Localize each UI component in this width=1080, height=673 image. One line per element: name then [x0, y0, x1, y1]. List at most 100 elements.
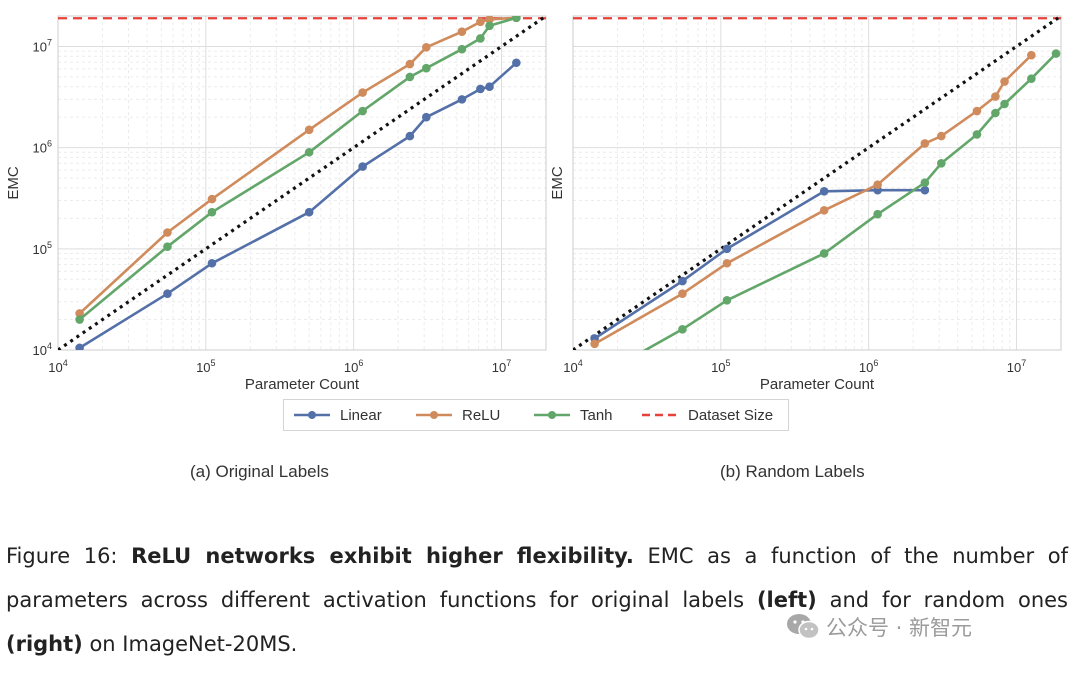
data-point-tanh [485, 21, 494, 31]
data-point-tanh [476, 34, 485, 43]
legend-label-linear: Linear [340, 406, 382, 424]
x-tick-label: 106 [859, 358, 878, 375]
data-point-linear [75, 343, 84, 350]
data-point-relu [972, 106, 982, 116]
reference-diagonal-line [573, 16, 1061, 350]
data-point-linear [722, 244, 732, 254]
series-line-linear [593, 188, 925, 340]
x-tick-label: 105 [196, 358, 215, 375]
x-tick-label: 106 [344, 358, 363, 375]
caption-right: (right) [6, 632, 83, 656]
x-axis-label: Parameter Count [245, 376, 360, 393]
data-point-linear [920, 185, 930, 195]
data-point-relu [873, 180, 882, 190]
data-point-relu [937, 131, 946, 141]
y-tick-label: 106 [33, 139, 52, 156]
data-point-relu [75, 309, 84, 318]
caption-prefix: Figure 16: [6, 544, 132, 568]
data-point-tanh [163, 242, 172, 251]
data-point-tanh [512, 16, 521, 23]
y-axis-label: EMC [5, 166, 22, 200]
data-point-linear [678, 276, 687, 286]
data-point-tanh [75, 315, 84, 324]
caption-text-2: and for random ones [816, 588, 1068, 612]
caption-text-3: on ImageNet-20MS. [82, 632, 298, 656]
data-point-relu [819, 206, 829, 215]
data-point-tanh [873, 209, 882, 219]
subcaption-random-labels: (b) Random Labels [720, 462, 865, 481]
data-point-relu [405, 59, 415, 69]
data-point-tanh [1051, 49, 1061, 58]
caption-left: (left) [756, 588, 817, 612]
data-point-tanh [819, 249, 829, 258]
data-point-relu [590, 339, 599, 349]
x-tick-label: 105 [711, 358, 730, 375]
watermark: 公众号 · 新智元 [786, 612, 972, 642]
data-point-linear [358, 162, 367, 171]
data-point-linear [819, 187, 829, 196]
data-point-tanh [422, 63, 431, 73]
x-tick-label: 107 [492, 358, 511, 375]
legend-marker-linear [294, 411, 330, 419]
plot-area [573, 16, 1061, 350]
data-point-relu [485, 16, 494, 24]
data-point-linear [476, 84, 485, 94]
x-tick-label: 104 [48, 358, 67, 375]
legend-item-dataset-size: Dataset Size [640, 400, 773, 430]
data-point-tanh [991, 108, 1000, 118]
caption-text-1: EMC as a function of the number of param… [6, 544, 1068, 612]
chart-panel-random-labels: 104 105 106 107 Parameter Count EMC [549, 15, 1062, 393]
data-point-tanh [1000, 99, 1009, 109]
data-point-linear [304, 207, 314, 217]
data-point-relu [1027, 50, 1036, 60]
data-point-tanh [722, 295, 732, 305]
data-point-tanh [1027, 74, 1036, 84]
data-point-relu [422, 43, 431, 52]
legend-item-linear: Linear [292, 400, 382, 430]
data-point-relu [304, 125, 314, 135]
data-point-linear [163, 289, 172, 299]
grid [58, 16, 546, 350]
data-point-relu [476, 17, 485, 27]
y-axis-label: EMC [549, 166, 566, 200]
plot-frame [572, 15, 1062, 351]
data-point-relu [163, 228, 172, 237]
data-point-tanh [405, 72, 415, 82]
series-line-tanh [642, 52, 1057, 350]
data-point-relu [991, 92, 1000, 101]
figure-caption: Figure 16: ReLU networks exhibit higher … [6, 534, 1068, 666]
data-point-linear [422, 112, 431, 122]
plot-area [58, 16, 546, 350]
data-point-linear [457, 95, 467, 104]
data-point-tanh [457, 44, 467, 54]
chart-panel-original-labels: 104 105 106 107 104 105 106 107 Parameter Count E… [5, 15, 547, 393]
caption-bold-title: ReLU networks exhibit higher flexibility… [131, 544, 634, 568]
legend-label-relu: ReLU [462, 406, 501, 424]
legend-item-relu: ReLU [414, 400, 500, 430]
legend-marker-relu [416, 411, 452, 419]
data-point-linear [405, 131, 415, 141]
data-point-linear [207, 258, 217, 268]
wechat-icon [787, 614, 820, 640]
figure-charts: 104 105 106 107 104 105 106 107 Parameter Count E… [5, 15, 1062, 393]
watermark-text: 公众号 · 新智元 [826, 616, 973, 640]
data-point-relu [722, 258, 732, 268]
data-point-relu [1000, 77, 1009, 86]
legend-label-tanh: Tanh [580, 406, 613, 424]
legend-marker-tanh [534, 411, 570, 419]
data-point-tanh [937, 159, 946, 168]
data-point-tanh [920, 178, 930, 188]
plot-frame [57, 15, 547, 351]
data-point-tanh [972, 130, 982, 139]
y-tick-label: 107 [33, 37, 52, 54]
data-point-relu [207, 194, 217, 204]
data-point-relu [920, 139, 930, 148]
legend-marker-dataset-size [642, 413, 678, 417]
reference-diagonal-line [58, 16, 546, 350]
data-point-relu [358, 88, 367, 97]
y-tick-label: 105 [33, 240, 52, 257]
grid [573, 16, 1061, 350]
data-point-relu [678, 289, 687, 299]
data-point-linear [485, 82, 494, 92]
x-axis-label: Parameter Count [760, 376, 875, 393]
